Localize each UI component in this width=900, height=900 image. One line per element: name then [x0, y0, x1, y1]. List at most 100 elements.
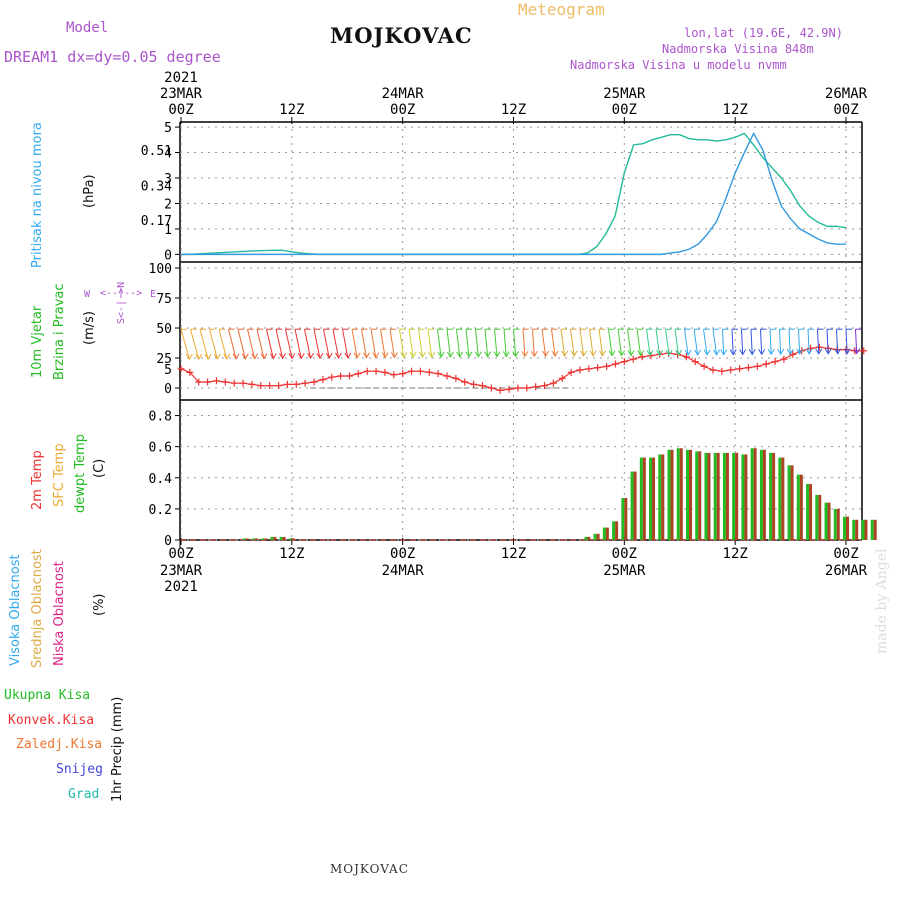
y-tick-label: 4	[164, 147, 172, 162]
wind-barb-head	[618, 350, 626, 357]
precip-conv-bar	[864, 519, 868, 540]
temp-marker	[345, 372, 353, 380]
temp-marker	[691, 358, 699, 366]
precip-frz-label: Zaledj.Kisa	[16, 737, 103, 752]
precip-conv-bar	[827, 502, 831, 540]
time-tick-label-bottom: 12Z	[723, 546, 748, 562]
station-elevation: Nadmorska Visina 848m	[662, 42, 814, 56]
precip-total-bar	[279, 536, 283, 540]
temp-marker	[541, 382, 549, 390]
precip-conv-bar	[661, 454, 665, 540]
wind-barb-head	[694, 349, 702, 356]
temp-marker	[381, 368, 389, 376]
precip-total-bar	[630, 471, 634, 540]
y-tick-label-alt: 0.51	[141, 144, 172, 159]
temp-marker	[470, 380, 478, 388]
wind-barb-shaft	[209, 329, 218, 360]
wind-barb-head	[484, 351, 492, 358]
wind-barb-shaft	[532, 329, 535, 357]
precip-total-bar	[270, 536, 274, 540]
wind-barb-head	[739, 349, 747, 356]
precip-conv-bar	[735, 452, 739, 540]
temp-marker	[674, 350, 682, 358]
temp-marker	[771, 358, 779, 366]
temp-marker	[221, 378, 229, 386]
precip-total-bar	[704, 452, 708, 540]
wind-barb-shaft	[627, 329, 632, 356]
precip-conv-bar	[762, 449, 766, 540]
precip-total-bar	[584, 536, 588, 540]
wind-barb-head	[185, 353, 193, 361]
wind-barb-shaft	[323, 329, 330, 359]
wind-barb-head	[824, 348, 832, 355]
precip-conv-label: Konvek.Kisa	[8, 713, 95, 728]
precip-total-bar	[251, 538, 255, 540]
precip-conv-bar	[615, 521, 619, 540]
time-tick-label-bottom: 00Z	[390, 546, 415, 562]
precip-hail-label: Grad	[68, 787, 100, 802]
wind-barb-head	[307, 352, 314, 360]
precip-conv-bar	[818, 494, 822, 540]
temp-marker	[363, 367, 371, 375]
y-tick-label: 0	[164, 534, 172, 549]
wind-barb-shaft	[636, 329, 642, 356]
temp-marker	[780, 355, 788, 363]
temp-marker	[310, 378, 318, 386]
wind-barb-shaft	[741, 329, 744, 355]
wind-barb-head	[409, 352, 417, 359]
temp-marker	[523, 384, 531, 392]
wind-barb-head	[456, 351, 464, 358]
precip-total-bar	[759, 449, 763, 540]
wind-barb-shaft	[190, 329, 200, 360]
wind-barb-shaft	[427, 329, 433, 358]
temp-marker	[283, 380, 291, 388]
precip-conv-bar	[642, 457, 646, 540]
wind-barb-shaft	[237, 329, 246, 359]
wind-barb-shaft	[446, 329, 451, 358]
wind-barb-head	[512, 351, 520, 358]
wind-barb-head	[805, 348, 813, 355]
wind-barb-head	[502, 351, 510, 358]
wind-barb-shaft	[551, 329, 556, 357]
wind-barb-shaft	[285, 329, 293, 359]
precip-conv-bar	[781, 457, 785, 540]
temp-marker	[478, 382, 486, 390]
precip-conv-bar	[624, 498, 628, 540]
temp-marker	[620, 358, 628, 366]
wind-barb-head	[675, 349, 683, 357]
precip-total-bar	[843, 516, 846, 540]
wind-barb-shaft	[826, 329, 829, 354]
precip-conv-bar	[744, 454, 748, 540]
wind-barb-head	[720, 349, 728, 356]
time-tick-label-top: 12Z	[501, 102, 526, 118]
temp-marker	[762, 360, 770, 368]
time-tick-label-bottom: 00Z	[612, 546, 637, 562]
wind-barb-head	[561, 350, 569, 357]
temp-marker	[549, 379, 557, 387]
temp-marker	[753, 362, 761, 370]
wind-barb-shaft	[484, 329, 489, 357]
wind-barb-shaft	[798, 329, 801, 355]
model-label: Model	[66, 20, 109, 36]
wind-barb-shaft	[437, 329, 442, 358]
meteogram-label: Meteogram	[518, 0, 605, 19]
precip-conv-bar	[273, 536, 277, 540]
precip-total-bar	[732, 452, 736, 540]
wind-barb-shaft	[750, 329, 753, 355]
wind-barb-head	[796, 348, 804, 355]
temp-marker	[257, 382, 265, 390]
wind-barb-shaft	[684, 329, 689, 356]
wind-barb-shaft	[399, 329, 405, 358]
temp-marker	[443, 372, 451, 380]
wind-barb-shaft	[731, 329, 734, 355]
wind-barb-head	[269, 353, 277, 360]
date-label-bottom: 23MAR	[160, 563, 203, 579]
wind-barb-shaft	[199, 329, 209, 360]
precip-conv-bar	[596, 533, 600, 540]
precip-conv-bar	[254, 538, 258, 540]
wind-barb-shaft	[570, 329, 575, 356]
precip-total-bar	[852, 519, 856, 540]
wind-barb-head	[646, 350, 654, 357]
wind-barb-head	[729, 349, 737, 356]
y-tick-label: 75	[156, 292, 172, 307]
